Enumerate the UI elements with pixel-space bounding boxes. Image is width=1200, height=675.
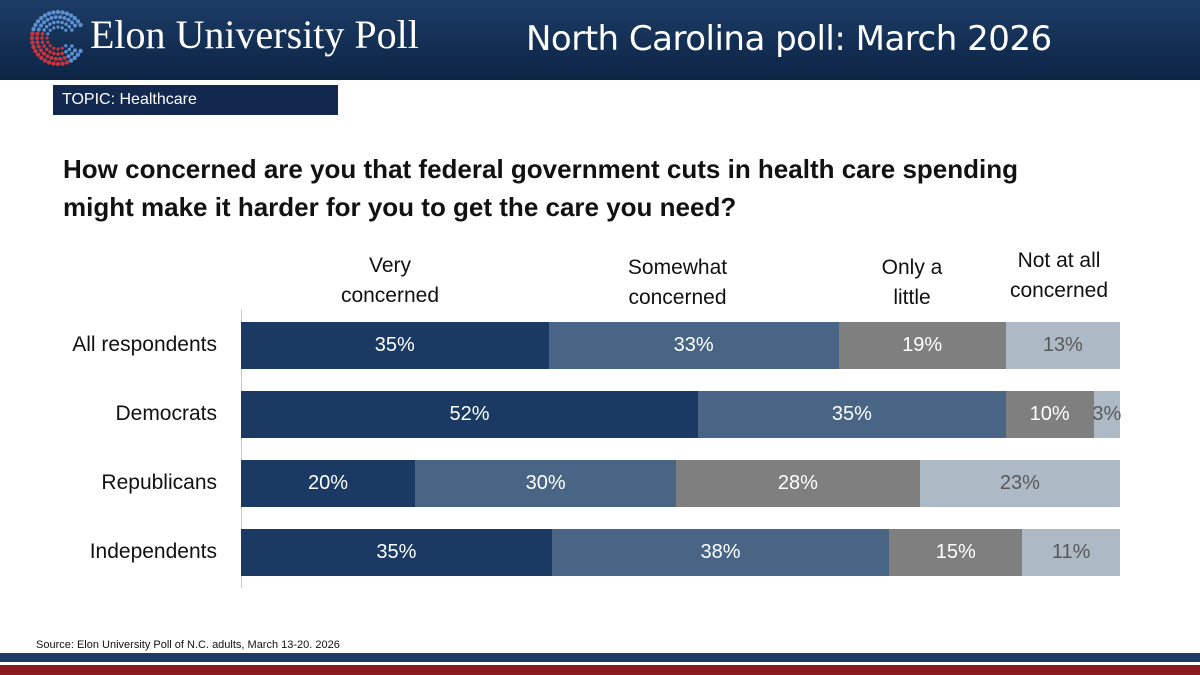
org-name: Elon University Poll bbox=[90, 12, 419, 57]
data-label: 15% bbox=[935, 541, 976, 563]
data-label: 10% bbox=[1029, 403, 1070, 425]
data-label: 28% bbox=[777, 472, 818, 494]
bar-segment-only-a-little: 19% bbox=[838, 322, 1006, 369]
bar-segment-somewhat-concerned: 30% bbox=[415, 460, 677, 507]
data-label: 23% bbox=[999, 472, 1040, 494]
bar-segment-somewhat-concerned: 33% bbox=[548, 322, 839, 369]
bar-segment-somewhat-concerned: 38% bbox=[551, 529, 890, 576]
data-label: 30% bbox=[525, 472, 566, 494]
data-label: 33% bbox=[673, 334, 714, 356]
bar-segment-only-a-little: 10% bbox=[1005, 391, 1094, 438]
poll-title: North Carolina poll: March 2026 bbox=[526, 19, 1052, 59]
row-label: Republicans bbox=[101, 471, 217, 494]
question-title: How concerned are you that federal gover… bbox=[63, 154, 1018, 222]
header-banner: Elon University Poll North Carolina poll… bbox=[0, 0, 1200, 80]
data-label: 13% bbox=[1042, 334, 1083, 356]
bar-segment-very-concerned: 20% bbox=[241, 460, 416, 507]
data-label: 11% bbox=[1051, 541, 1091, 563]
data-label: 35% bbox=[374, 334, 415, 356]
data-label: 38% bbox=[700, 541, 741, 563]
column-header-somewhat-concerned: Somewhat concerned bbox=[627, 256, 728, 309]
bar-segment-somewhat-concerned: 35% bbox=[698, 391, 1006, 438]
bar-segment-very-concerned: 35% bbox=[241, 322, 549, 369]
column-header-not-at-all-concerned: Not at all concerned bbox=[1009, 249, 1109, 302]
row-label: Independents bbox=[89, 540, 217, 563]
data-label: 19% bbox=[902, 334, 943, 356]
data-label: 35% bbox=[831, 403, 872, 425]
data-label: 20% bbox=[308, 472, 349, 494]
row-label: All respondents bbox=[72, 333, 217, 356]
data-label: 3% bbox=[1092, 403, 1122, 425]
bar-segment-not-at-all-concerned: 11% bbox=[1022, 529, 1120, 576]
chart-axis-line bbox=[241, 310, 242, 588]
data-label: 52% bbox=[449, 403, 490, 425]
bar-segment-very-concerned: 52% bbox=[241, 391, 699, 438]
footer-stripe-red bbox=[0, 665, 1200, 675]
topic-label: TOPIC: Healthcare bbox=[53, 85, 338, 115]
source-note: Source: Elon University Poll of N.C. adu… bbox=[36, 639, 340, 651]
bar-segment-not-at-all-concerned: 13% bbox=[1005, 322, 1120, 369]
data-label: 35% bbox=[376, 541, 417, 563]
bar-segment-very-concerned: 35% bbox=[241, 529, 552, 576]
row-label: Democrats bbox=[115, 402, 217, 425]
column-header-very-concerned: Very concerned bbox=[340, 254, 440, 307]
bar-segment-not-at-all-concerned: 3% bbox=[1092, 391, 1122, 438]
bar-segment-only-a-little: 15% bbox=[889, 529, 1023, 576]
elon-poll-logo-icon bbox=[29, 9, 83, 67]
bar-segment-only-a-little: 28% bbox=[676, 460, 920, 507]
footer-stripe-blue bbox=[0, 653, 1200, 662]
bar-segment-not-at-all-concerned: 23% bbox=[919, 460, 1120, 507]
column-header-only-a-little: Only a little bbox=[881, 256, 943, 309]
